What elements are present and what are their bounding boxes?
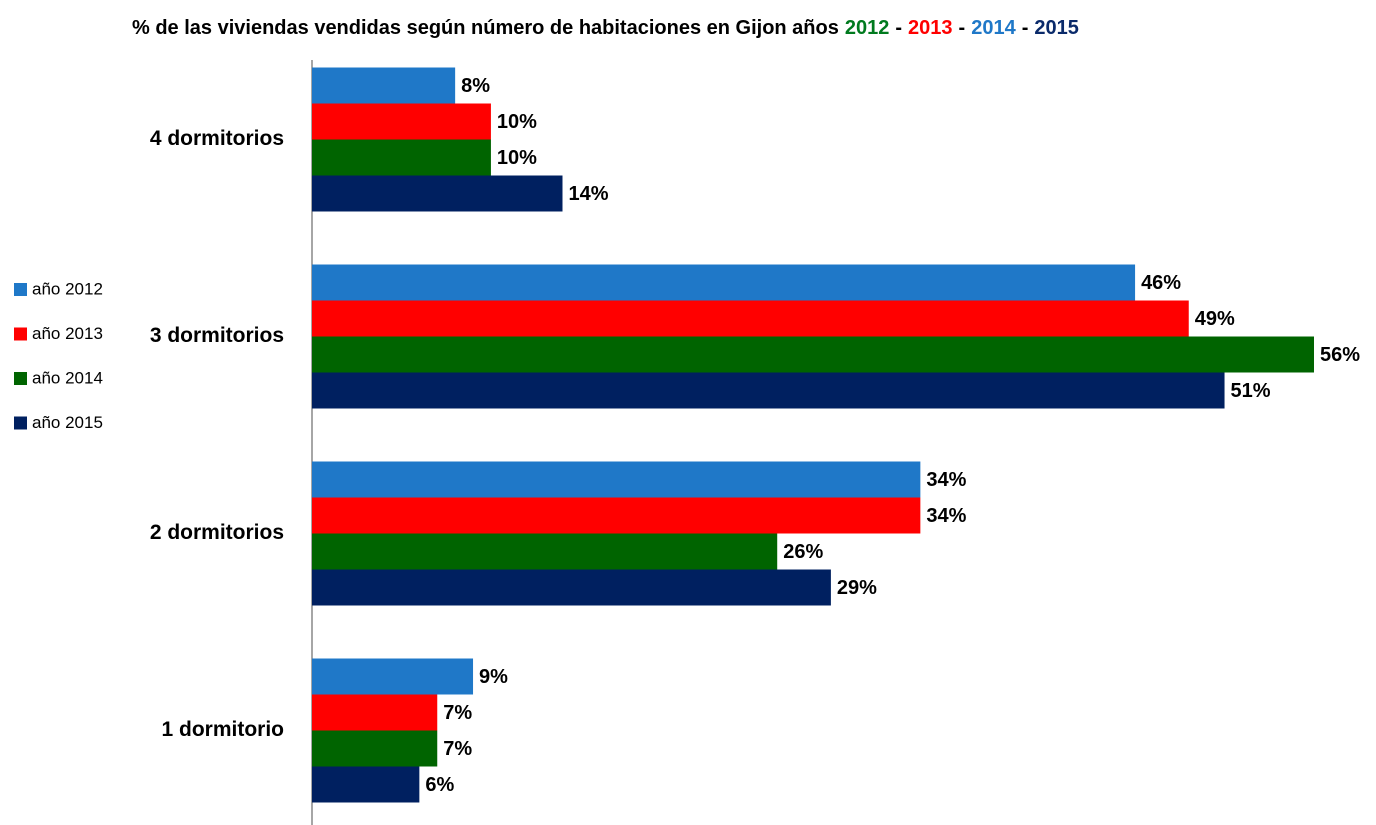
title-part: 2015 — [1034, 17, 1079, 39]
value-label: 8% — [461, 75, 490, 97]
value-label: 29% — [837, 577, 877, 599]
value-label: 34% — [926, 505, 966, 527]
category-label: 3 dormitorios — [150, 324, 284, 347]
value-label: 9% — [479, 666, 508, 688]
title-part: 2014 — [971, 17, 1016, 39]
bar — [312, 569, 831, 606]
legend-swatch — [14, 327, 27, 341]
legend-label: año 2014 — [32, 368, 103, 387]
value-label: 10% — [497, 111, 537, 133]
value-label: 56% — [1320, 344, 1360, 366]
legend-swatch — [14, 416, 27, 430]
value-label: 7% — [443, 702, 472, 724]
bar — [312, 694, 438, 731]
title-part: 2012 — [845, 17, 890, 39]
bar — [312, 497, 921, 534]
legend-label: año 2013 — [32, 324, 103, 343]
value-label: 49% — [1195, 308, 1235, 330]
value-label: 46% — [1141, 272, 1181, 294]
value-label: 7% — [443, 738, 472, 760]
legend-label: año 2015 — [32, 413, 103, 432]
bar — [312, 658, 474, 695]
bar — [312, 300, 1189, 337]
value-label: 26% — [783, 541, 823, 563]
title-part: - — [1022, 17, 1029, 39]
title-part: - — [895, 17, 902, 39]
bar — [312, 103, 491, 140]
category-label: 1 dormitorio — [161, 718, 284, 741]
bar — [312, 372, 1225, 409]
bar — [312, 461, 921, 498]
chart-title: % de las viviendas vendidas según número… — [132, 17, 1079, 39]
bar — [312, 139, 491, 176]
bar — [312, 175, 563, 212]
bar — [312, 730, 438, 767]
bar — [312, 766, 420, 803]
value-label: 6% — [425, 774, 454, 796]
title-part: - — [959, 17, 966, 39]
value-label: 14% — [569, 183, 609, 205]
legend-swatch — [14, 372, 27, 385]
bar — [312, 264, 1136, 301]
legend-label: año 2012 — [32, 279, 103, 298]
bar — [312, 533, 778, 570]
bar — [312, 67, 456, 104]
value-label: 34% — [926, 469, 966, 491]
legend-swatch — [14, 283, 27, 296]
bar — [312, 336, 1314, 373]
title-part: % de las viviendas vendidas según número… — [132, 17, 839, 39]
value-label: 51% — [1231, 380, 1271, 402]
value-label: 10% — [497, 147, 537, 169]
category-label: 2 dormitorios — [150, 521, 284, 544]
title-part: 2013 — [908, 17, 953, 39]
category-label: 4 dormitorios — [150, 127, 284, 150]
